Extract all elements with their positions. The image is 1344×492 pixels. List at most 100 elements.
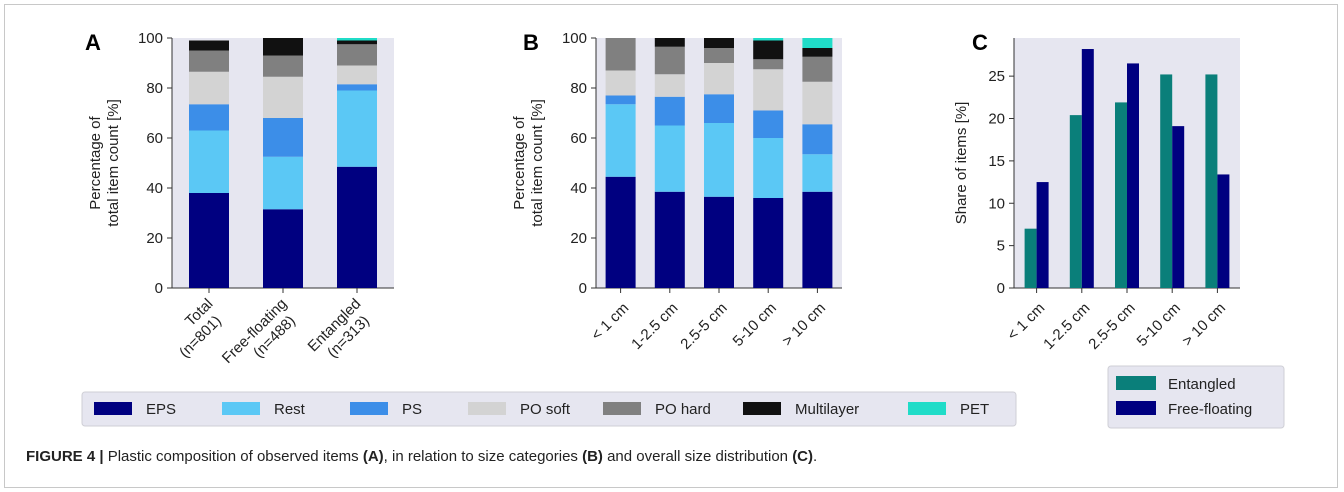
panel-b-bar-multilayer: [753, 40, 784, 60]
panel-b-bar-multilayer: [704, 38, 734, 48]
panel-a-x-tick-label: Entangled(n=313): [305, 295, 378, 368]
panel-c-y-axis-label-line: Share of items [%]: [953, 102, 970, 225]
panel-b-y-axis-label-line: total item count [%]: [529, 99, 546, 227]
figure-caption: FIGURE 4 | Plastic composition of observ…: [26, 448, 817, 465]
panel-b-bar-eps: [753, 198, 784, 288]
caption-text-1: Plastic composition of observed items: [103, 448, 363, 465]
panel-a-bar-po-soft: [263, 76, 303, 118]
panel-c-y-tick-label: 25: [988, 68, 1005, 85]
legend-c-swatch-free-floating: [1116, 401, 1156, 415]
panel-a-y-axis-label-line: total item count [%]: [105, 99, 122, 227]
panel-b-bar-rest: [753, 138, 784, 198]
panel-a-bar-multilayer: [337, 40, 377, 45]
legend-label-pet: PET: [960, 401, 989, 418]
panel-b-bar-pet: [753, 38, 784, 41]
caption-text-4: .: [813, 448, 818, 465]
panel-c-bar-entangled: [1115, 102, 1127, 289]
panel-a-x-tick-label: Free-floating(n=488): [219, 295, 303, 379]
panel-a-bar-ps: [189, 104, 229, 131]
panel-c-x-tick-label-line: 1-2.5 cm: [1040, 300, 1093, 353]
panel-a-bar-po-soft: [189, 71, 229, 105]
panel-a-bar-pet: [337, 38, 377, 41]
legend-main-box: [81, 391, 1017, 427]
panel-c-x-tick-label: 1-2.5 cm: [1040, 300, 1093, 353]
panel-c-y-tick-label: 10: [988, 195, 1005, 212]
panel-b-bar-ps: [753, 110, 784, 138]
panel-b-y-tick-label: 80: [570, 80, 587, 97]
panel-a-bar-eps: [263, 209, 303, 288]
panel-b-bar-eps: [802, 191, 833, 288]
caption-ref-b: (B): [582, 448, 603, 465]
panel-a-y-tick-label: 0: [155, 280, 163, 297]
legend-c-label-free-floating: Free-floating: [1168, 401, 1252, 418]
panel-b-y-axis-label-line: Percentage of: [511, 115, 528, 209]
panel-c-y-tick-label: 20: [988, 111, 1005, 128]
panel-c-bar-entangled: [1069, 115, 1082, 288]
panel-c-bar-entangled: [1024, 228, 1037, 288]
caption-figure-label: FIGURE 4 |: [26, 448, 104, 465]
panel-a-y-tick-label: 80: [146, 80, 163, 97]
panel-a-bar-multilayer: [263, 38, 303, 56]
panel-a-x-tick-label: Total(n=801): [163, 295, 229, 361]
panel-c-bar-entangled: [1160, 74, 1173, 289]
panel-b-x-tick-label: 5-10 cm: [730, 300, 780, 350]
legend-swatch-multilayer: [743, 402, 781, 415]
panel-c-x-tick-label: < 1 cm: [1004, 300, 1048, 344]
panel-b-x-tick-label-line: 1-2.5 cm: [628, 300, 681, 353]
legend-swatch-eps: [94, 402, 132, 415]
panel-b-x-tick-label-line: 2.5-5 cm: [677, 300, 730, 353]
panel-a-bar-po-soft: [337, 65, 377, 85]
panel-a-y-tick-label: 100: [138, 30, 163, 47]
legend-label-rest: Rest: [274, 401, 306, 418]
panel-b-y-tick-label: 0: [579, 280, 587, 297]
legend-label-multilayer: Multilayer: [795, 401, 859, 418]
legend-c-label-entangled: Entangled: [1168, 376, 1236, 393]
panel-c-bar-free-floating: [1127, 63, 1139, 288]
panel-a-bar-rest: [337, 90, 377, 167]
panel-b-bar-rest: [654, 125, 685, 192]
panel-a-bar-rest: [189, 130, 229, 193]
panel-a-letter: A: [85, 30, 101, 55]
panel-a-bar-po-hard: [263, 55, 303, 77]
panel-b-bar-po-soft: [605, 70, 636, 96]
caption-text-3: and overall size distribution: [602, 448, 793, 465]
panel-a-y-axis-label: Percentage oftotal item count [%]: [87, 99, 122, 227]
caption-ref-c: (C): [792, 448, 814, 465]
panel-b-bar-po-soft: [753, 69, 784, 111]
panel-a-bar-po-hard: [189, 50, 229, 72]
panel-b-x-tick-label: 1-2.5 cm: [628, 300, 681, 353]
panel-a-bar-po-hard: [337, 44, 377, 66]
panel-b-bar-ps: [605, 95, 636, 105]
panel-b-bar-po-hard: [802, 56, 833, 82]
panel-b-y-tick-label: 60: [570, 130, 587, 147]
panel-b-bar-eps: [605, 176, 636, 288]
panel-b-bar-rest: [802, 154, 833, 192]
panel-b-x-tick-label-line: 5-10 cm: [730, 300, 780, 350]
panel-b-x-tick-label-line: > 10 cm: [779, 300, 829, 350]
panel-c-x-tick-label: 2.5-5 cm: [1085, 300, 1138, 353]
panel-c-y-axis-label: Share of items [%]: [953, 102, 970, 225]
legend-label-po-hard: PO hard: [655, 401, 711, 418]
panel-c-x-tick-label: > 10 cm: [1179, 300, 1229, 350]
panel-b-y-tick-label: 40: [570, 180, 587, 197]
panel-c-bar-free-floating: [1217, 174, 1230, 288]
panel-a-bar-ps: [263, 118, 303, 157]
panel-c-x-tick-label-line: > 10 cm: [1179, 300, 1229, 350]
panel-b-bar-ps: [654, 96, 685, 126]
panel-b-bar-multilayer: [654, 38, 685, 47]
panel-b-bar-po-hard: [704, 48, 734, 63]
panel-b-bar-ps: [802, 124, 833, 155]
legend-label-ps: PS: [402, 401, 422, 418]
panel-c-letter: C: [972, 30, 988, 55]
panel-b-bar-ps: [704, 94, 734, 123]
panel-a-y-tick-label: 20: [146, 230, 163, 247]
panel-b-bar-multilayer: [802, 48, 833, 57]
figure-frame: [4, 4, 1338, 488]
panel-c-x-tick-label-line: < 1 cm: [1004, 300, 1048, 344]
panel-b-bar-po-soft: [802, 81, 833, 125]
panel-b-bar-eps: [704, 196, 734, 288]
panel-a-y-tick-label: 60: [146, 130, 163, 147]
panel-b-bar-po-hard: [654, 46, 685, 75]
panel-c-y-tick-label: 5: [997, 238, 1005, 255]
